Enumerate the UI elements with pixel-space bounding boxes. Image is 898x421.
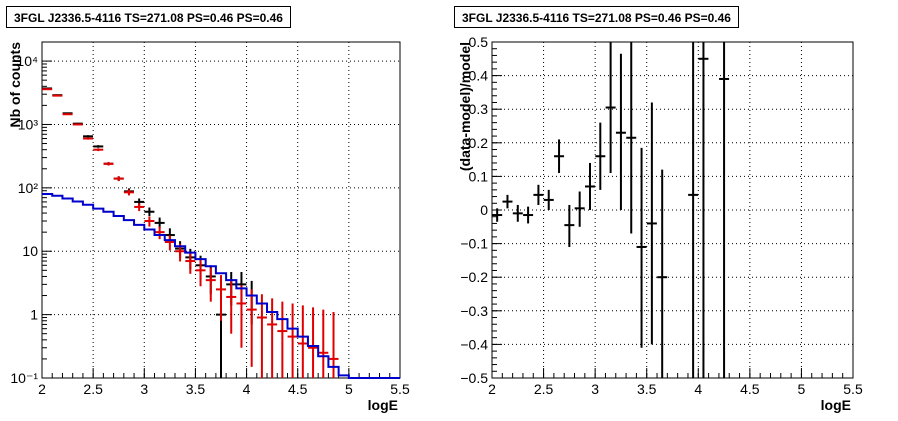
residual-y-tick-label: −0.5 <box>460 370 488 386</box>
counts-panel: 2 2.5 3 3.5 4 4.5 5 5.5 10⁻¹ 1 10 10² 10³ 10⁴ logE Nb o… <box>7 41 410 413</box>
residual-x-tick-label: 2.5 <box>534 381 554 397</box>
counts-x-tick-label: 4 <box>243 381 251 397</box>
counts-x-tick-label: 2 <box>38 381 46 397</box>
residual-x-tick-label: 5 <box>798 381 806 397</box>
residual-y-tick-label: 0.2 <box>469 135 489 151</box>
counts-x-tick-label: 5 <box>345 381 353 397</box>
residuals-panel: 2 2.5 3 3.5 4 4.5 5 5.5 −0.5 −0.4 −0.3 −0.2 −0.1 0 0.1… <box>457 34 863 413</box>
model-step-line <box>42 192 400 379</box>
residual-y-tick-label: −0.3 <box>460 303 488 319</box>
left-plot-title: 3FGL J2336.5-4116 TS=271.08 PS=0.46 PS=0… <box>6 6 291 28</box>
counts-x-tick-label: 5.5 <box>390 381 410 397</box>
residual-y-tick-label: 0 <box>480 202 488 218</box>
residual-y-tick-label: 0.1 <box>469 168 489 184</box>
residual-x-tick-label: 2 <box>488 381 496 397</box>
counts-x-axis-title: logE <box>368 397 398 413</box>
residual-x-tick-label: 5.5 <box>843 381 863 397</box>
counts-y-tick-label: 10⁻¹ <box>10 370 38 386</box>
counts-y-tick-label: 10⁴ <box>16 53 38 69</box>
residual-y-tick-label: 0.4 <box>469 68 489 84</box>
residual-y-tick-label: −0.4 <box>460 336 488 352</box>
counts-y-tick-label: 10 <box>22 243 38 259</box>
residual-y-tick-label: −0.2 <box>460 269 488 285</box>
counts-x-tick-label: 4.5 <box>288 381 308 397</box>
residual-x-tick-label: 3 <box>591 381 599 397</box>
residual-x-axis-title: logE <box>821 397 851 413</box>
residual-y-tick-label: 0.3 <box>469 101 489 117</box>
counts-y-tick-label: 10³ <box>18 116 39 132</box>
counts-x-tick-label: 3.5 <box>186 381 206 397</box>
residual-x-tick-label: 4 <box>694 381 702 397</box>
counts-y-tick-label: 1 <box>30 307 38 323</box>
residual-x-tick-label: 3.5 <box>637 381 657 397</box>
residual-y-tick-label: −0.1 <box>460 236 488 252</box>
residual-x-tick-label: 4.5 <box>740 381 760 397</box>
counts-x-tick-label: 2.5 <box>83 381 103 397</box>
counts-y-tick-label: 10² <box>18 180 39 196</box>
counts-y-axis-title: Nb of counts <box>7 42 23 128</box>
residual-y-tick-label: 0.5 <box>469 34 489 50</box>
counts-x-tick-label: 3 <box>140 381 148 397</box>
right-plot-title: 3FGL J2336.5-4116 TS=271.08 PS=0.46 PS=0… <box>454 6 739 28</box>
residual-y-axis-title: (data-model)/model <box>457 42 473 171</box>
